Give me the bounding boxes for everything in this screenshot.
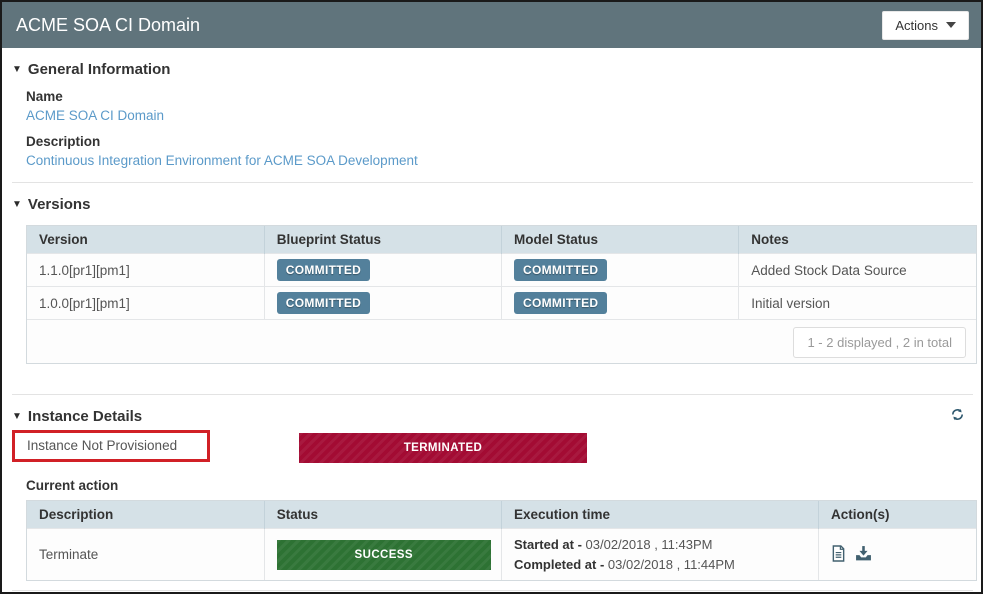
description-value: Continuous Integration Environment for A… bbox=[26, 153, 418, 168]
section-title: Instance Details bbox=[27, 408, 143, 425]
collapse-triangle-icon[interactable]: ▼ bbox=[12, 198, 22, 210]
column-header-blueprint-status: Blueprint Status bbox=[263, 226, 502, 254]
refresh-icon bbox=[952, 408, 963, 421]
notes-cell: Initial version bbox=[738, 286, 976, 319]
blueprint-status-badge: COMMITTED bbox=[276, 259, 371, 281]
section-title: General Information bbox=[27, 61, 171, 78]
section-title: Versions bbox=[27, 196, 91, 213]
version-cell: 1.0.0[pr1][pm1] bbox=[27, 286, 265, 319]
collapse-triangle-icon[interactable]: ▼ bbox=[12, 63, 22, 75]
current-action-table: Description Status Execution time Action… bbox=[26, 500, 977, 581]
instance-state-row: Instance Not Provisioned TERMINATED bbox=[12, 430, 973, 470]
started-at-value: 03/02/2018 , 11:43PM bbox=[585, 537, 713, 552]
action-description-cell: Terminate bbox=[27, 528, 265, 580]
column-header-status: Status bbox=[263, 501, 502, 529]
collapse-triangle-icon[interactable]: ▼ bbox=[12, 410, 22, 422]
actions-button[interactable]: Actions bbox=[882, 10, 969, 40]
current-action-label: Current action bbox=[26, 478, 119, 493]
versions-section: ▼ Versions Version Blueprint Status Mode… bbox=[2, 183, 981, 395]
actions-cell bbox=[817, 528, 976, 580]
footer-links-bar: View instance details Pending action(s) bbox=[12, 590, 973, 592]
section-divider bbox=[12, 394, 973, 395]
started-at-label: Started at - bbox=[514, 537, 586, 552]
current-action-header-row: Description Status Execution time Action… bbox=[27, 501, 976, 529]
instance-details-header[interactable]: ▼ Instance Details bbox=[12, 395, 973, 425]
execution-time-cell: Started at - 03/02/2018 , 11:43PM Comple… bbox=[501, 528, 819, 580]
download-button[interactable] bbox=[855, 545, 872, 565]
page-title: ACME SOA CI Domain bbox=[16, 14, 201, 35]
column-header-notes: Notes bbox=[738, 226, 976, 254]
title-bar: ACME SOA CI Domain Actions bbox=[2, 2, 981, 48]
versions-header-row: Version Blueprint Status Model Status No… bbox=[27, 226, 976, 254]
blueprint-status-badge: COMMITTED bbox=[276, 292, 371, 314]
model-status-badge: COMMITTED bbox=[514, 292, 608, 314]
completed-at-value: 03/02/2018 , 11:44PM bbox=[607, 556, 735, 572]
completed-at-label: Completed at - bbox=[514, 556, 608, 572]
general-information-section: ▼ General Information Name ACME SOA CI D… bbox=[2, 48, 981, 183]
column-header-description: Description bbox=[27, 501, 265, 529]
document-icon bbox=[832, 544, 845, 562]
name-label: Name bbox=[26, 89, 63, 104]
instance-details-section: ▼ Instance Details Instance Not Provisio… bbox=[2, 395, 981, 592]
caret-down-icon bbox=[946, 22, 956, 28]
column-header-execution-time: Execution time bbox=[501, 501, 819, 529]
success-status-banner: SUCCESS bbox=[276, 539, 491, 570]
versions-table-footer: 1 - 2 displayed , 2 in total bbox=[27, 319, 976, 363]
view-log-button[interactable] bbox=[831, 544, 846, 565]
notes-cell: Added Stock Data Source bbox=[738, 253, 976, 287]
version-cell: 1.1.0[pr1][pm1] bbox=[27, 253, 265, 287]
download-icon bbox=[856, 545, 871, 560]
refresh-button[interactable] bbox=[950, 407, 965, 425]
actions-button-label: Actions bbox=[895, 17, 938, 33]
table-row[interactable]: 1.1.0[pr1][pm1] COMMITTED COMMITTED Adde… bbox=[27, 253, 976, 287]
general-information-header[interactable]: ▼ General Information bbox=[12, 48, 973, 78]
name-value: ACME SOA CI Domain bbox=[26, 108, 165, 123]
versions-table: Version Blueprint Status Model Status No… bbox=[26, 225, 977, 364]
description-label: Description bbox=[26, 134, 101, 149]
column-header-version: Version bbox=[27, 226, 265, 254]
versions-header[interactable]: ▼ Versions bbox=[12, 183, 973, 213]
column-header-actions: Action(s) bbox=[817, 501, 976, 529]
table-row[interactable]: 1.0.0[pr1][pm1] COMMITTED COMMITTED Init… bbox=[27, 286, 976, 319]
terminated-status-banner: TERMINATED bbox=[299, 433, 587, 463]
table-row[interactable]: Terminate SUCCESS Started at - 03/02/201… bbox=[27, 528, 976, 580]
instance-not-provisioned-callout: Instance Not Provisioned bbox=[12, 430, 211, 462]
column-header-model-status: Model Status bbox=[500, 226, 739, 254]
pagination-status: 1 - 2 displayed , 2 in total bbox=[793, 327, 966, 358]
section-divider bbox=[12, 182, 973, 183]
model-status-badge: COMMITTED bbox=[514, 259, 608, 281]
